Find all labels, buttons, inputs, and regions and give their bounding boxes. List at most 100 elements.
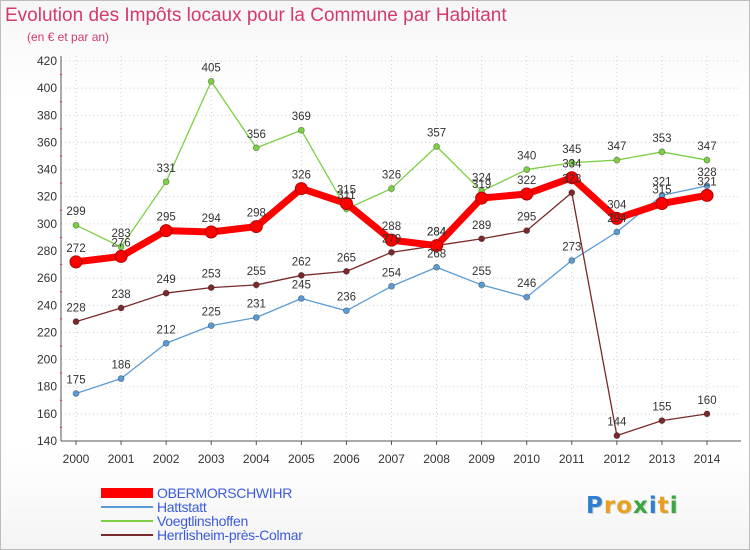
- data-label: 255: [472, 266, 491, 278]
- grid: [61, 56, 741, 442]
- data-label: 262: [292, 256, 311, 268]
- chart-subtitle: (en € et par an): [27, 30, 110, 44]
- legend: OBERMORSCHWIHR Hattstatt Voegtlinshoffen He…: [101, 486, 303, 542]
- x-tick-label: 2012: [604, 452, 631, 466]
- data-point: [388, 248, 395, 256]
- data-label: 345: [562, 144, 581, 156]
- data-point: [610, 211, 624, 225]
- legend-label: OBERMORSCHWIHR: [157, 485, 293, 501]
- data-point: [114, 249, 128, 263]
- data-point: [433, 143, 440, 150]
- data-point: [658, 148, 666, 156]
- legend-label: Herrlisheim-près-Colmar: [157, 527, 303, 543]
- data-label: 356: [247, 129, 266, 141]
- data-label: 246: [517, 278, 536, 290]
- data-point: [339, 197, 353, 210]
- legend-swatch: [101, 534, 153, 536]
- y-tick-label: 140: [37, 434, 57, 448]
- data-point: [568, 159, 576, 167]
- x-tick-label: 2001: [108, 452, 135, 466]
- data-label: 253: [202, 269, 221, 281]
- data-label: 369: [292, 111, 311, 123]
- data-point: [162, 178, 170, 186]
- y-tick-label: 360: [37, 135, 57, 149]
- data-label: 268: [427, 248, 446, 260]
- proxiti-logo: Proxiti: [586, 493, 679, 519]
- data-point: [252, 314, 260, 321]
- data-label: 144: [607, 417, 627, 429]
- data-label: 276: [111, 237, 130, 249]
- data-label: 288: [382, 221, 401, 233]
- y-tick-label: 420: [37, 54, 57, 68]
- data-label: 249: [157, 274, 176, 286]
- data-point: [204, 225, 218, 239]
- data-label: 295: [157, 212, 176, 224]
- data-point: [523, 227, 531, 235]
- data-label: 340: [517, 151, 536, 163]
- data-label: 321: [697, 176, 716, 188]
- x-tick-label: 2014: [694, 452, 721, 466]
- chart-title: Evolution des Impôts locaux pour la Comm…: [5, 5, 507, 26]
- data-point: [297, 272, 305, 279]
- data-label: 347: [697, 141, 716, 153]
- y-tick-label: 160: [37, 407, 57, 421]
- data-point: [117, 375, 125, 382]
- data-point: [568, 257, 576, 264]
- y-tick-label: 300: [37, 217, 57, 231]
- data-label: 272: [66, 243, 85, 255]
- data-label: 326: [292, 170, 311, 182]
- legend-label: Voegtlinshoffen: [157, 513, 248, 529]
- logo-letter: r: [603, 493, 617, 519]
- logo-letter: i: [669, 493, 679, 519]
- data-point: [297, 126, 305, 134]
- data-label: 289: [472, 220, 491, 232]
- data-label: 212: [157, 324, 176, 336]
- data-point: [703, 410, 711, 418]
- data-point: [343, 307, 350, 315]
- data-point: [520, 187, 534, 201]
- data-point: [162, 339, 170, 347]
- data-point: [565, 171, 579, 185]
- data-label: 186: [111, 360, 130, 372]
- data-point: [475, 191, 489, 205]
- data-point: [294, 182, 308, 196]
- data-point: [568, 189, 576, 197]
- data-label: 334: [562, 159, 582, 171]
- x-tick-label: 2013: [649, 452, 676, 466]
- data-point: [117, 304, 125, 312]
- y-tick-label: 400: [37, 81, 57, 95]
- legend-label: Hattstatt: [157, 499, 207, 515]
- data-point: [430, 239, 444, 253]
- data-label: 225: [202, 307, 221, 319]
- data-label: 315: [337, 185, 356, 197]
- logo-letter: i: [648, 493, 658, 519]
- data-label: 279: [382, 233, 401, 245]
- data-point: [703, 156, 711, 164]
- data-label: 323: [562, 174, 581, 186]
- data-label: 331: [157, 163, 176, 175]
- y-tick-label: 280: [37, 244, 57, 258]
- data-label: 155: [652, 402, 671, 414]
- x-tick-label: 2002: [153, 452, 180, 466]
- y-tick-label: 240: [37, 298, 57, 312]
- data-point: [478, 281, 486, 289]
- data-label: 283: [111, 228, 130, 240]
- legend-item: OBERMORSCHWIHR: [101, 486, 303, 500]
- data-label: 254: [382, 267, 402, 279]
- x-tick-label: 2010: [513, 452, 540, 466]
- y-tick-label: 260: [37, 271, 57, 285]
- data-point: [72, 221, 80, 229]
- x-tick-label: 2005: [288, 452, 315, 466]
- data-point: [478, 235, 486, 243]
- y-tick-label: 180: [37, 380, 57, 394]
- data-point: [207, 77, 215, 85]
- data-label: 231: [247, 299, 266, 311]
- data-label: 328: [697, 167, 716, 179]
- data-label: 255: [247, 266, 266, 278]
- data-point: [343, 267, 350, 275]
- data-point: [655, 197, 669, 210]
- data-point: [388, 282, 395, 290]
- data-label: 353: [652, 133, 671, 145]
- data-point: [613, 432, 621, 439]
